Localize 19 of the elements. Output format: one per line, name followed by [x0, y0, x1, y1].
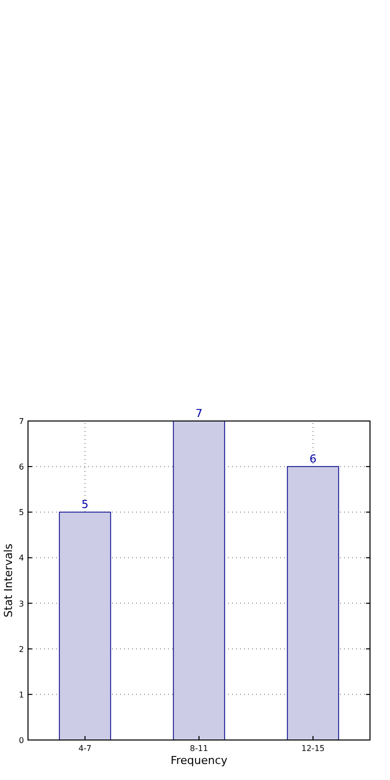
x-tick-label: 8-11	[190, 744, 208, 753]
bar	[172, 420, 226, 740]
x-tick-label: 12-15	[301, 744, 325, 753]
data-label: 6	[310, 452, 316, 466]
y-tick-label: 4	[18, 554, 24, 563]
y-tick-label: 1	[18, 690, 24, 700]
y-tick-label: 5	[18, 508, 24, 518]
x-axis-title: Frequency	[170, 754, 228, 767]
data-label: 5	[82, 498, 88, 512]
y-tick-label: 2	[18, 644, 24, 654]
data-label: 7	[196, 407, 202, 420]
bar	[58, 512, 112, 740]
y-tick-label: 7	[18, 417, 24, 426]
x-tick-label: 4-7	[78, 744, 92, 753]
y-tick-label: 6	[18, 462, 24, 472]
y-axis-title: Stat Intervals	[2, 543, 15, 618]
bar	[286, 466, 340, 740]
y-tick-label: 3	[18, 599, 24, 608]
y-tick-label: 0	[18, 736, 24, 745]
